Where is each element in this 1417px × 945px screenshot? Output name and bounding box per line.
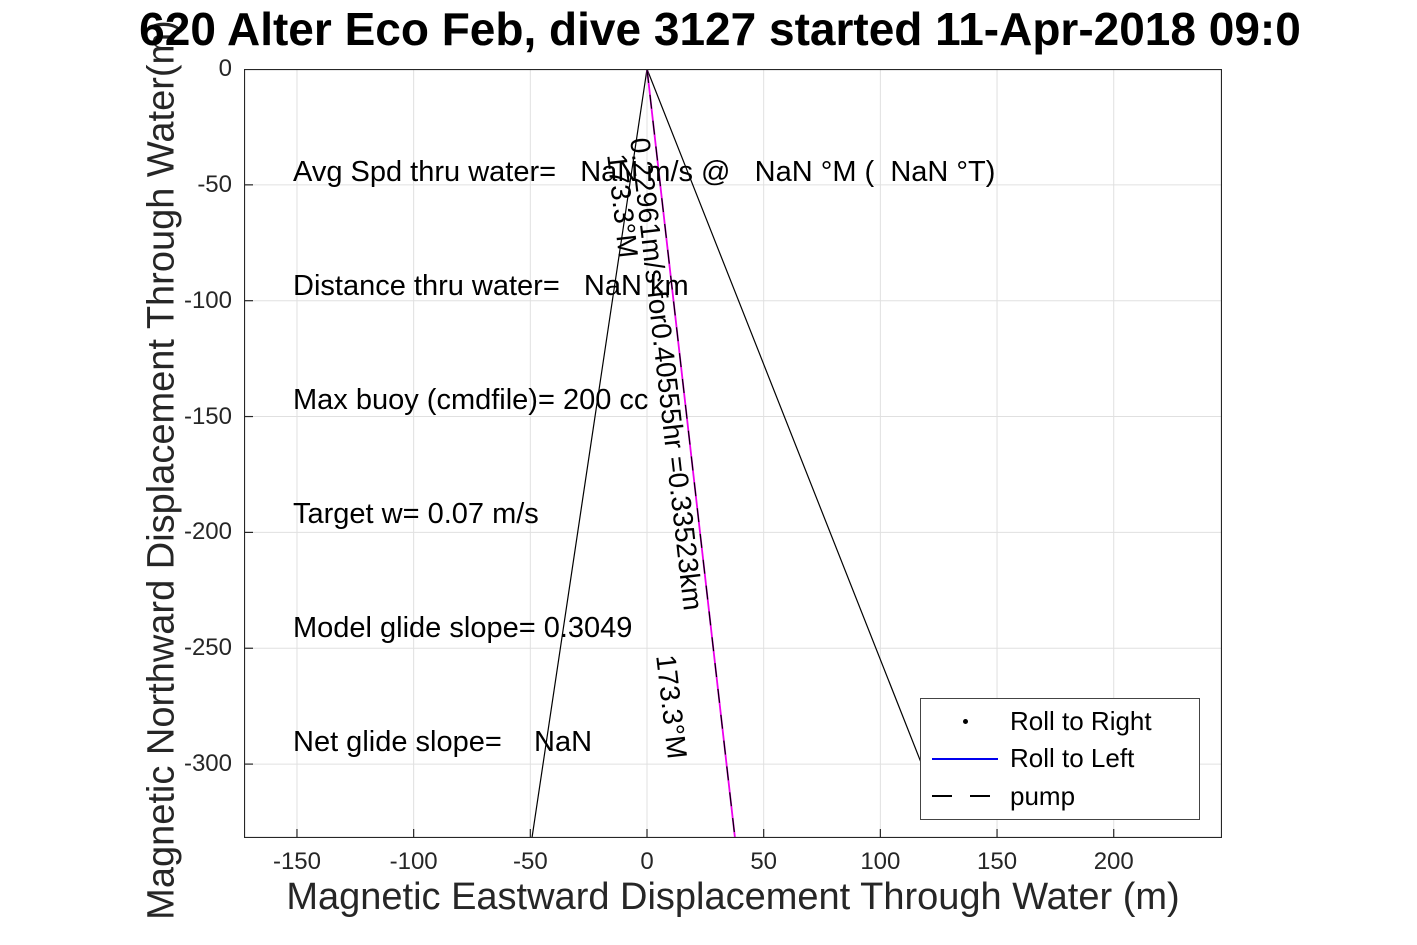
info-line-net-glide: Net glide slope= NaN	[293, 726, 593, 758]
dot-marker-icon	[932, 719, 998, 725]
legend-row-roll-to-left: Roll to Left	[921, 742, 1199, 776]
legend-label: Roll to Right	[1010, 706, 1152, 737]
legend-row-pump: pump	[921, 779, 1199, 813]
info-line-model-glide: Model glide slope= 0.3049	[293, 612, 633, 644]
legend: Roll to Right Roll to Left pump	[920, 698, 1200, 820]
x-tick-label: 50	[750, 848, 778, 875]
x-tick-label: 100	[860, 848, 901, 875]
x-tick-label: 200	[1093, 848, 1134, 875]
axes-box	[244, 69, 1222, 838]
x-tick-label: 0	[640, 848, 654, 875]
x-tick-label: -100	[389, 848, 438, 875]
y-tick-label: -150	[183, 402, 232, 430]
y-tick-label: -100	[183, 286, 232, 314]
x-axis-label: Magnetic Eastward Displacement Through W…	[286, 876, 1180, 918]
y-tick-label: -300	[183, 750, 232, 778]
dashed-line-icon	[932, 795, 998, 798]
plot-area: Avg Spd thru water= NaN m/s @ NaN °M ( N…	[244, 69, 1222, 838]
y-tick-label: -200	[183, 518, 232, 546]
solid-line-icon	[932, 757, 998, 760]
chart-title: 620 Alter Eco Feb, dive 3127 started 11-…	[139, 3, 1301, 55]
legend-label: Roll to Left	[1010, 743, 1135, 774]
info-line-distance: Distance thru water= NaN km	[293, 270, 689, 302]
legend-label: pump	[1010, 780, 1076, 811]
info-annotations: Avg Spd thru water= NaN m/s @ NaN °M ( N…	[293, 77, 995, 837]
info-line-target-w: Target w= 0.07 m/s	[293, 498, 539, 530]
y-axis-label: Magnetic Northward Displacement Through …	[140, 20, 183, 920]
y-tick-label: 0	[218, 55, 232, 82]
info-line-avg-speed: Avg Spd thru water= NaN m/s @ NaN °M ( N…	[293, 156, 996, 188]
x-tick-label: -150	[272, 848, 321, 875]
series-desired-track-line	[646, 69, 736, 838]
y-tick-label: -50	[197, 170, 232, 198]
info-line-max-buoy: Max buoy (cmdfile)= 200 cc	[293, 384, 649, 416]
series-track-left-line	[531, 69, 648, 838]
legend-row-roll-to-right: Roll to Right	[921, 705, 1199, 739]
y-tick-label: -250	[183, 634, 232, 662]
x-tick-label: 150	[977, 848, 1018, 875]
series-track-right-line	[646, 69, 922, 764]
x-tick-label: -50	[512, 848, 548, 875]
